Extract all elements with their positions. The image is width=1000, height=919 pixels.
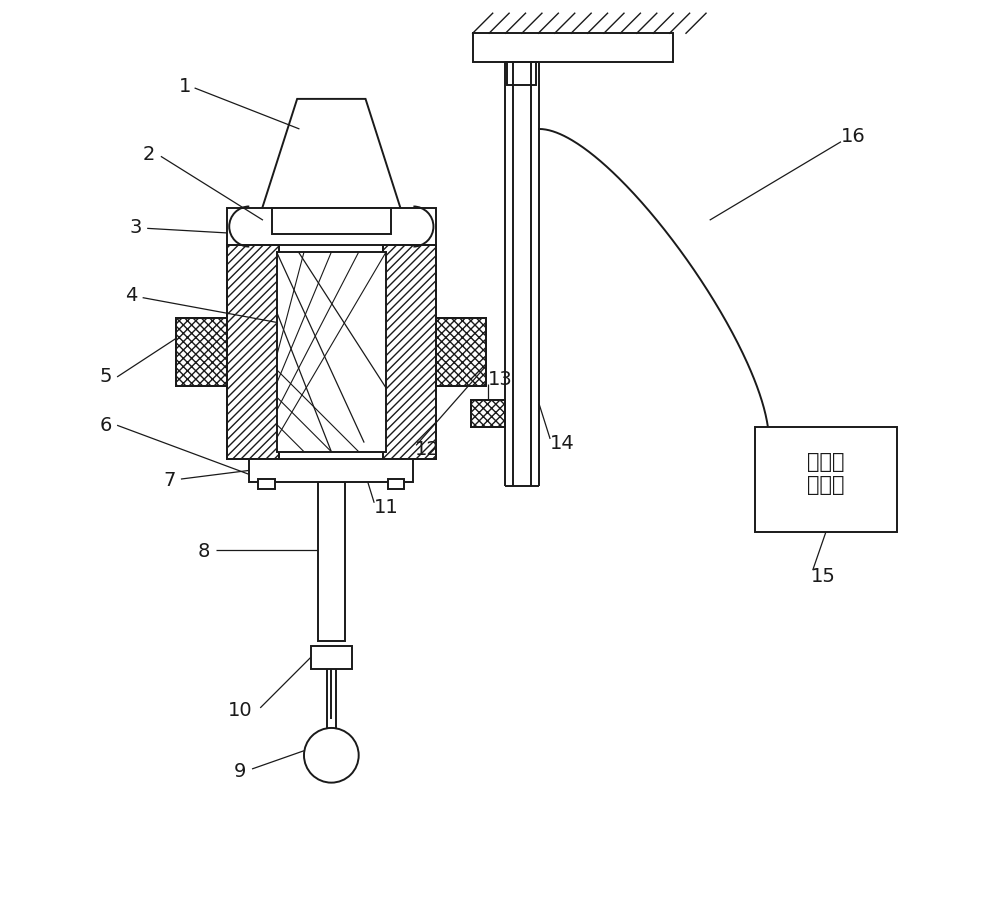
Bar: [383, 245, 436, 460]
Bar: [176, 318, 227, 387]
Bar: [471, 401, 505, 427]
Text: 超声波
发生器: 超声波 发生器: [807, 451, 845, 494]
Bar: [383, 245, 436, 460]
Bar: [436, 318, 486, 387]
Text: 13: 13: [488, 369, 512, 389]
Text: 5: 5: [100, 367, 112, 385]
Text: 14: 14: [550, 434, 574, 452]
Bar: [277, 253, 386, 452]
Bar: [436, 318, 486, 387]
Circle shape: [304, 728, 359, 783]
Bar: [755, 427, 897, 532]
Bar: [227, 245, 279, 460]
Bar: [311, 646, 352, 669]
Text: 2: 2: [143, 145, 155, 164]
Text: 10: 10: [228, 700, 252, 720]
Polygon shape: [261, 100, 402, 213]
Text: 12: 12: [415, 439, 439, 458]
Text: 3: 3: [129, 218, 142, 237]
Text: 11: 11: [374, 497, 398, 516]
Bar: [272, 209, 391, 234]
Text: 15: 15: [811, 567, 836, 585]
Text: 1: 1: [179, 76, 192, 96]
Bar: [471, 401, 505, 427]
Bar: [176, 318, 227, 387]
Text: 8: 8: [198, 541, 210, 560]
Bar: [388, 479, 404, 490]
Text: 9: 9: [234, 762, 246, 780]
Text: 7: 7: [164, 470, 176, 489]
Text: 16: 16: [841, 127, 866, 146]
Bar: [227, 245, 279, 460]
Bar: [473, 34, 673, 63]
Bar: [318, 482, 345, 641]
Bar: [258, 479, 275, 490]
Text: 6: 6: [100, 415, 112, 435]
Bar: [249, 460, 413, 482]
Text: 4: 4: [125, 286, 137, 305]
Bar: [227, 209, 436, 245]
Bar: [507, 63, 536, 86]
